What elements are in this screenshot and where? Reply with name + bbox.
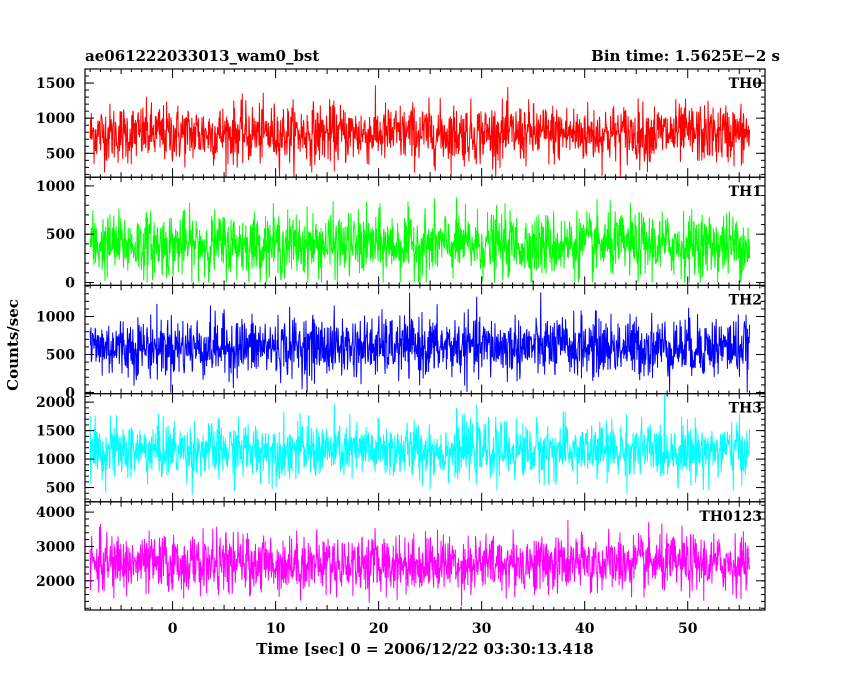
x-tick-label: 20 xyxy=(369,621,389,637)
y-tick-label: 0 xyxy=(65,385,75,401)
panel-th0: 500 1000 1500 TH0 xyxy=(36,68,766,178)
y-tick-label: 3000 xyxy=(36,539,75,555)
panel-th2: 0 500 1000 TH2 xyxy=(36,284,766,401)
y-tick-label: 2000 xyxy=(36,395,75,411)
panel-label: TH1 xyxy=(729,184,762,200)
y-tick-label: 1000 xyxy=(36,452,75,468)
y-tick-label: 500 xyxy=(46,347,75,363)
series-line-th3 xyxy=(89,393,751,496)
x-tick-label: 50 xyxy=(678,621,698,637)
y-axis-label: Counts/sec xyxy=(4,299,22,391)
series-line-th1 xyxy=(89,197,751,283)
x-tick-label: 0 xyxy=(168,621,178,637)
panel-label: TH3 xyxy=(729,401,762,417)
x-tick-label: 30 xyxy=(472,621,492,637)
panels: 500 1000 1500 TH0 0 500 1000 TH1 0 500 1000 TH2 500 1… xyxy=(36,68,766,611)
panel-label: TH2 xyxy=(729,292,762,308)
x-tick-label: 10 xyxy=(266,621,286,637)
y-tick-label: 1000 xyxy=(36,111,75,127)
panel-label: TH0 xyxy=(729,76,763,92)
y-tick-label: 1500 xyxy=(36,76,75,92)
y-tick-label: 1000 xyxy=(36,179,75,195)
series-line-th0123 xyxy=(89,519,751,607)
panel-frame xyxy=(84,501,766,611)
y-tick-label: 500 xyxy=(46,481,75,497)
x-tick-label: 40 xyxy=(575,621,595,637)
panel-label: TH0123 xyxy=(699,509,762,525)
x-axis: 0 10 20 30 40 50 xyxy=(168,621,698,637)
series-line-th2 xyxy=(89,292,751,393)
x-axis-label: Time [sec] 0 = 2006/12/22 03:30:13.418 xyxy=(256,640,593,658)
y-tick-label: 500 xyxy=(46,227,75,243)
y-tick-label: 0 xyxy=(65,276,75,292)
y-tick-label: 1000 xyxy=(36,310,75,326)
bin-time-label: Bin time: 1.5625E−2 s xyxy=(591,47,780,65)
series-line-th0 xyxy=(89,85,751,178)
panel-th1: 0 500 1000 TH1 xyxy=(36,176,766,292)
y-tick-label: 2000 xyxy=(36,574,75,590)
y-tick-label: 500 xyxy=(46,146,75,162)
chart-title: ae061222033013_wam0_bst xyxy=(85,47,319,65)
panel-th3: 500 1000 1500 2000 TH3 xyxy=(36,393,766,503)
panel-th0123: 2000 3000 4000 TH0123 xyxy=(36,501,766,611)
y-tick-label: 4000 xyxy=(36,505,75,521)
y-tick-label: 1500 xyxy=(36,424,75,440)
